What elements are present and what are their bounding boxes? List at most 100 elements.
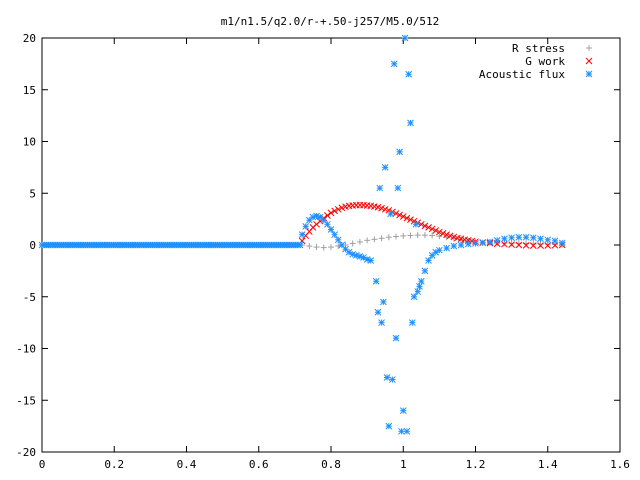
r-stress-point xyxy=(371,236,378,243)
y-tick-label: 0 xyxy=(29,239,36,252)
legend-g-work-label: G work xyxy=(525,55,565,68)
x-tick-label: 1.2 xyxy=(466,458,486,471)
g-work-point xyxy=(327,209,335,217)
g-work-point xyxy=(428,225,436,233)
g-work-point xyxy=(432,227,440,234)
r-stress-point xyxy=(400,232,407,239)
g-work-point xyxy=(407,216,414,223)
acoustic-flux-point xyxy=(464,240,472,248)
y-axis: -20 -15 -10 -5 0 5 10 15 20 xyxy=(16,32,620,459)
acoustic-flux-point xyxy=(394,184,402,192)
acoustic-flux-point xyxy=(298,231,306,239)
acoustic-flux-point xyxy=(407,119,414,127)
legend-acoustic-flux-marker xyxy=(585,70,593,78)
g-work-point xyxy=(436,228,443,236)
acoustic-flux-point xyxy=(501,235,508,243)
g-work-point xyxy=(501,240,508,248)
acoustic-flux-point xyxy=(436,246,443,254)
x-tick-label: 0.4 xyxy=(177,458,197,471)
acoustic-flux-point xyxy=(551,237,559,245)
acoustic-flux-point xyxy=(376,184,384,192)
acoustic-flux-point xyxy=(414,288,422,295)
x-tick-label: 1.4 xyxy=(538,458,558,471)
g-work-point xyxy=(392,210,400,217)
acoustic-flux-point xyxy=(342,245,349,253)
acoustic-flux-point xyxy=(381,164,389,171)
g-work-point xyxy=(403,214,411,222)
r-stress-point xyxy=(306,243,313,250)
r-stress-point xyxy=(508,240,515,247)
x-tick-label: 1.6 xyxy=(610,458,630,471)
r-stress-point xyxy=(378,235,385,242)
r-stress-point xyxy=(364,237,371,244)
legend-r-stress-marker xyxy=(586,45,592,51)
acoustic-flux-point xyxy=(399,407,407,414)
g-work-point xyxy=(421,222,429,230)
acoustic-flux-point xyxy=(457,241,465,249)
acoustic-flux-point xyxy=(410,293,418,301)
y-tick-label: 10 xyxy=(23,136,36,149)
g-work-point xyxy=(324,212,331,219)
g-work-point xyxy=(439,230,447,237)
g-work-point xyxy=(399,213,407,220)
r-stress-point xyxy=(421,232,428,239)
acoustic-flux-point xyxy=(385,422,393,430)
g-work-point xyxy=(396,211,403,219)
acoustic-flux-point xyxy=(486,238,494,246)
acoustic-flux-point xyxy=(383,374,391,381)
acoustic-flux-point xyxy=(372,277,380,285)
acoustic-flux-point xyxy=(443,244,450,252)
r-stress-point xyxy=(349,240,356,247)
r-stress-point xyxy=(407,232,414,239)
y-tick-label: 15 xyxy=(23,84,36,97)
acoustic-flux-point xyxy=(327,226,335,233)
g-work-point xyxy=(331,207,338,215)
acoustic-flux-point xyxy=(515,233,523,241)
x-tick-label: 0.6 xyxy=(249,458,269,471)
acoustic-flux-point xyxy=(387,210,394,218)
r-stress-point xyxy=(385,234,392,241)
acoustic-flux-point xyxy=(558,239,566,247)
acoustic-flux-point xyxy=(390,60,398,68)
g-work-point xyxy=(508,241,515,248)
acoustic-flux-point xyxy=(529,234,537,242)
acoustic-flux-point xyxy=(544,236,552,244)
r-stress-point xyxy=(320,244,327,251)
acoustic-flux-point xyxy=(378,319,385,326)
g-work-point xyxy=(334,205,342,213)
r-stress-point xyxy=(313,244,320,251)
x-tick-label: 0 xyxy=(39,458,46,471)
r-stress-point xyxy=(356,238,363,245)
acoustic-flux-point xyxy=(537,235,544,243)
acoustic-flux-point xyxy=(334,236,342,244)
acoustic-flux-point xyxy=(367,257,375,264)
x-tick-label: 0.8 xyxy=(321,458,341,471)
acoustic-flux-point xyxy=(401,34,409,42)
acoustic-flux-point xyxy=(416,283,423,290)
acoustic-flux-point xyxy=(408,319,416,326)
acoustic-flux-point xyxy=(421,267,429,275)
g-work-point xyxy=(515,241,523,249)
acoustic-flux-point xyxy=(396,148,403,156)
x-tick-label: 1 xyxy=(400,458,407,471)
acoustic-flux-point xyxy=(472,240,479,247)
acoustic-flux-point xyxy=(398,427,405,435)
x-axis: 0 0.2 0.4 0.6 0.8 1 1.2 1.4 1.6 xyxy=(39,38,630,471)
legend-acoustic-flux-label: Acoustic flux xyxy=(479,68,565,81)
legend-r-stress-label: R stress xyxy=(512,42,565,55)
g-work-point xyxy=(537,242,544,249)
legend-g-work-marker xyxy=(585,57,593,65)
acoustic-flux-point xyxy=(522,233,530,241)
g-work-point xyxy=(544,242,552,249)
chart-title: m1/n1.5/q2.0/r-+.50-j257/M5.0/512 xyxy=(221,15,440,28)
y-tick-label: -5 xyxy=(23,291,36,304)
legend: R stress G work Acoustic flux xyxy=(479,42,593,81)
acoustic-flux-point xyxy=(380,298,387,306)
acoustic-flux-point xyxy=(405,70,413,78)
acoustic-flux-point xyxy=(450,242,458,250)
acoustic-flux-point xyxy=(374,308,382,316)
acoustic-flux-point xyxy=(389,376,396,383)
acoustic-flux-point xyxy=(508,234,515,242)
y-tick-label: -10 xyxy=(16,343,36,356)
